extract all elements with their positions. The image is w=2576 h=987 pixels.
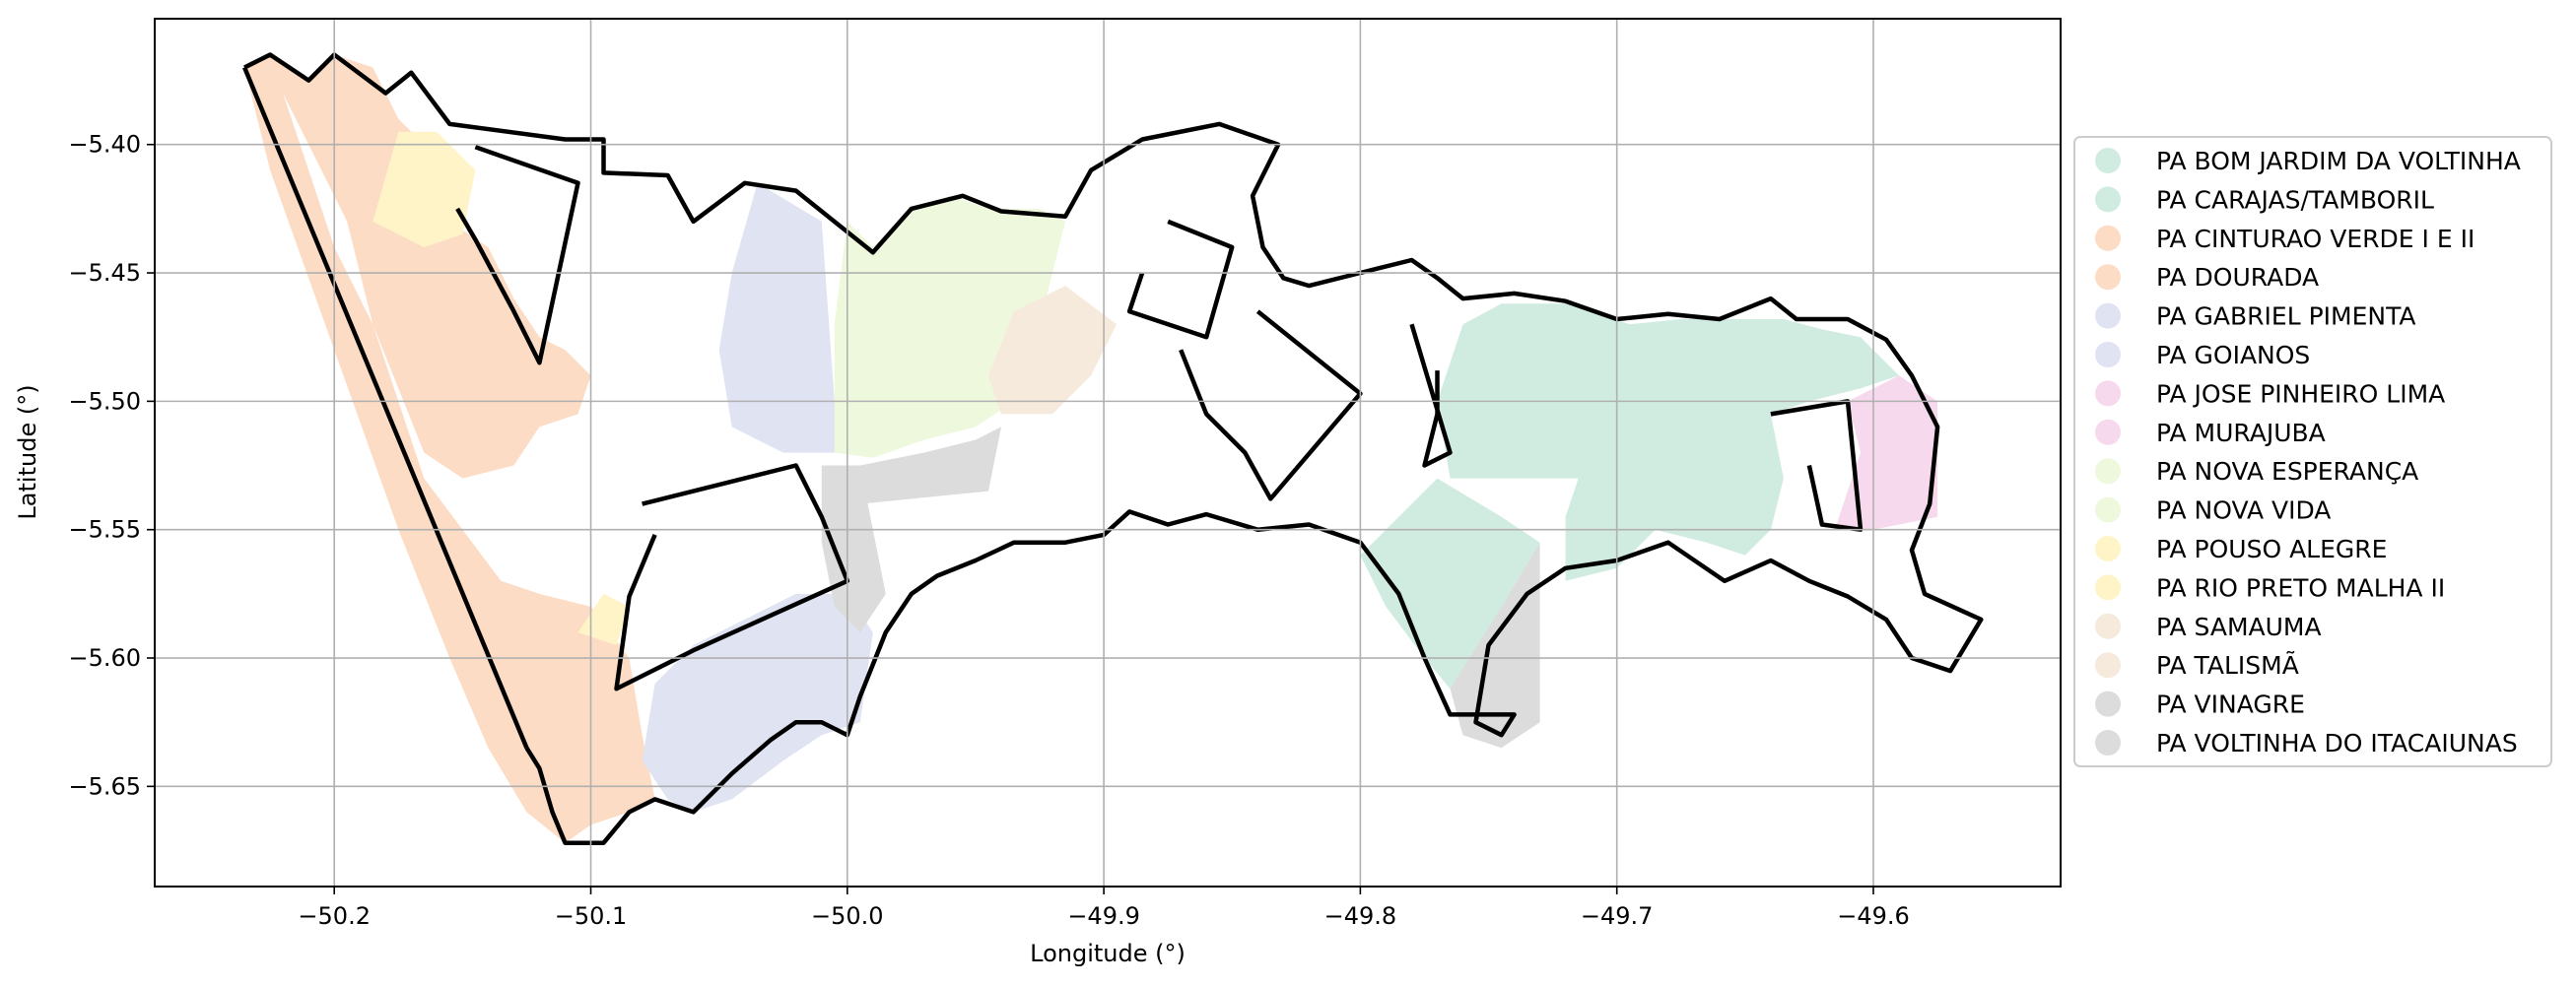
legend-label: PA DOURADA [2156,263,2319,292]
legend-marker [2095,225,2121,251]
map-regions [244,54,1938,843]
legend-marker [2095,574,2121,601]
pa-outline-3 [1126,219,1235,340]
region-pa-voltinha-do-itacaiunas [821,465,886,632]
legend-label: PA TALISMÃ [2156,650,2299,680]
region-pa-gabriel-pimenta [718,182,847,453]
y-tick-label: −5.40 [68,131,141,159]
map-outlines [242,52,1984,845]
region-pa-vinagre [859,427,1001,504]
legend-label: PA POUSO ALEGRE [2156,535,2387,563]
y-axis: −5.40 −5.45 −5.50 −5.55 −5.60 −5.65 [68,131,155,800]
legend-label: PA CINTURAO VERDE I E II [2156,225,2474,253]
legend-label: PA GOIANOS [2156,341,2310,369]
y-tick-label: −5.45 [68,259,141,287]
x-tick-label: −49.9 [1067,902,1140,930]
region-pa-pouso-alegre [373,131,476,247]
legend-marker [2095,380,2121,407]
pa-outline-2 [614,463,850,691]
region-pa-carajas-tamboril [1437,303,1899,581]
x-tick-label: −50.1 [555,902,628,930]
region-pa-jose-pinheiro-lima [1834,375,1938,530]
x-tick-label: −50.0 [811,902,884,930]
x-axis-label: Longitude (°) [1030,940,1186,967]
pa-outline-5 [1409,323,1453,468]
legend-marker [2095,730,2121,756]
x-tick-label: −50.2 [298,902,371,930]
legend-marker [2095,613,2121,639]
y-tick-label: −5.65 [68,772,141,800]
legend-marker [2095,342,2121,367]
legend-marker [2095,496,2121,523]
legend-marker [2095,186,2121,213]
x-tick-label: −49.8 [1324,902,1397,930]
grid [155,19,2061,887]
y-axis-label: Latitude (°) [14,384,41,519]
y-tick-label: −5.50 [68,387,141,415]
legend-label: PA BOM JARDIM DA VOLTINHA [2156,147,2521,175]
legend-frame [2073,136,2552,767]
legend-label: PA RIO PRETO MALHA II [2156,573,2445,602]
municipality-boundary [243,52,1984,845]
legend-marker [2095,458,2121,485]
region-pa-vinagre [1450,542,1540,749]
legend-marker [2095,652,2121,679]
region-pa-bom-jardim-da-voltinha [1360,478,1540,690]
x-tick-label: −49.6 [1837,902,1910,930]
legend-label: PA MURAJUBA [2156,419,2326,447]
region-pa-dourada [244,67,655,843]
legend-label: PA JOSE PINHEIRO LIMA [2156,379,2445,408]
legend-label: PA NOVA VIDA [2156,496,2331,525]
legend-marker [2095,419,2121,445]
pa-outline-4 [1179,309,1363,501]
legend-marker [2095,691,2121,717]
legend-label: PA VINAGRE [2156,691,2305,719]
region-pa-cinturao-verde-i-e-ii [244,54,591,479]
legend-label: PA VOLTINHA DO ITACAIUNAS [2156,729,2518,757]
legend-label: PA GABRIEL PIMENTA [2156,302,2416,331]
legend: PA BOM JARDIM DA VOLTINHA PA CARAJAS/TAMB… [2073,136,2552,767]
legend-marker [2095,148,2121,173]
municipality-boundary-west-edge [242,66,529,750]
x-tick-label: −49.7 [1581,902,1654,930]
legend-marker [2095,302,2121,329]
pa-outline-1 [455,145,580,365]
legend-label: PA NOVA ESPERANÇA [2156,457,2418,486]
x-axis: −50.2 −50.1 −50.0 −49.9 −49.8 −49.7 −49.6 [298,887,1910,930]
plot-frame [154,18,2062,888]
region-pa-samauma [988,286,1118,415]
legend-label: PA CARAJAS/TAMBORIL [2156,185,2434,214]
y-tick-label: −5.55 [68,516,141,544]
legend-label: PA SAMAUMA [2156,613,2322,641]
legend-marker [2095,536,2121,561]
legend-marker [2095,264,2121,291]
y-tick-label: −5.60 [68,644,141,672]
